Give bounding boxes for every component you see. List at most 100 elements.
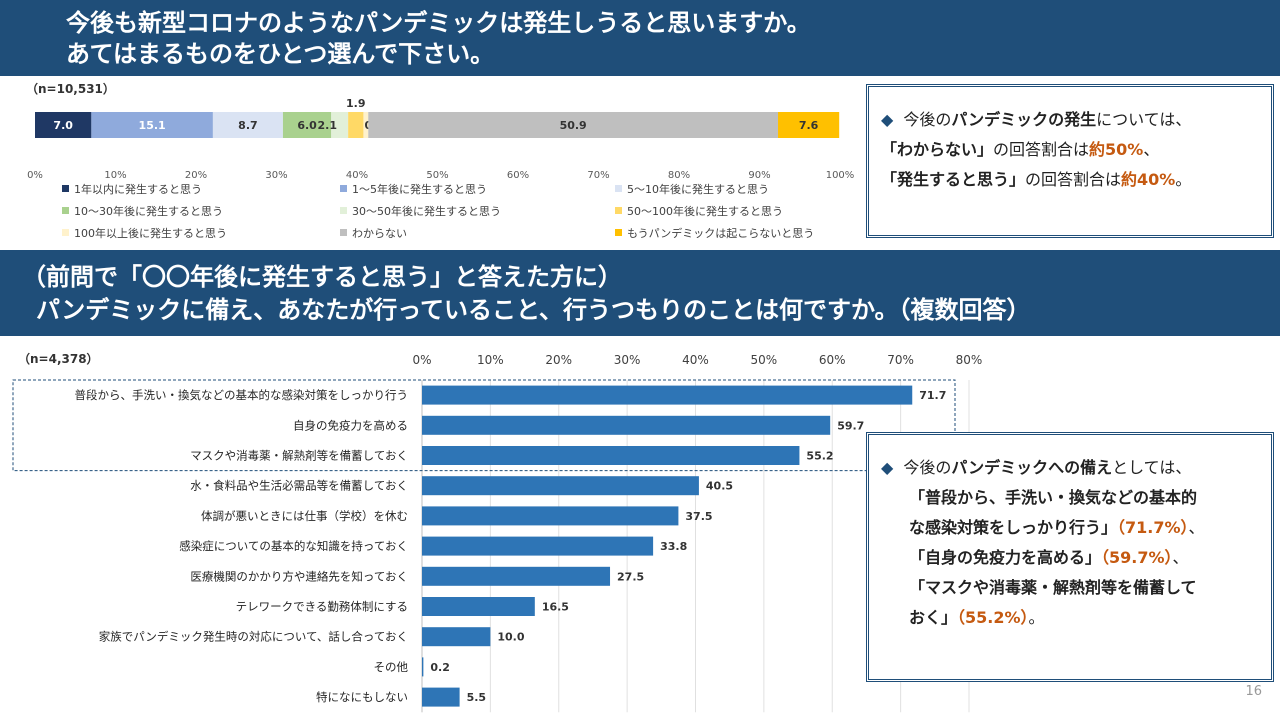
legend-swatch: [62, 207, 69, 214]
summary-callout-2: ◆ 今後のパンデミックへの備えとしては、 「普段から、手洗い・換気などの基本的 な…: [866, 432, 1274, 682]
bar: [422, 536, 654, 556]
bar: [422, 566, 611, 586]
legend-label: わからない: [352, 227, 407, 240]
stacked-segment: [331, 112, 349, 138]
horizontal-bar-chart: 0% 10% 20% 30% 40% 50% 60% 70% 80% 71.7 普段から、手洗い・換…: [12, 353, 983, 713]
category-label: テレワークできる勤務体制にする: [236, 600, 408, 614]
sample-size-2: （n=4,378）: [18, 352, 99, 366]
bar: [422, 476, 699, 496]
x-tick-label: 40%: [346, 170, 368, 181]
x-tick-label: 90%: [748, 170, 770, 181]
question-banner-2: （前問で「〇〇年後に発生すると思う」と答えた方に） パンデミックに備え、あなたが…: [0, 250, 1280, 336]
x-tick-label: 50%: [751, 353, 778, 367]
category-label: 家族でパンデミック発生時の対応について、話し合っておく: [99, 630, 408, 644]
legend-swatch: [615, 229, 622, 236]
stacked-segment: [368, 112, 779, 138]
category-label: 水・食料品や生活必需品等を備蓄しておく: [190, 479, 408, 493]
x-tick-label: 70%: [587, 170, 609, 181]
bar: [422, 597, 535, 616]
stacked-segment: [35, 112, 92, 138]
segment-value-label: 2.1: [317, 119, 337, 132]
summary-callout-1: ◆ 今後のパンデミックの発生については、 「わからない」の回答割合は約50%、 「…: [866, 84, 1274, 238]
bar-value-label: 16.5: [542, 601, 569, 614]
segment-value-label: 50.9: [560, 119, 587, 132]
bar: [422, 687, 460, 707]
x-tick-label: 20%: [185, 170, 207, 181]
x-tick-label: 30%: [614, 353, 641, 367]
x-tick-label: 60%: [507, 170, 529, 181]
category-label: 普段から、手洗い・換気などの基本的な感染対策をしっかり行う: [75, 388, 409, 402]
segment-value-label: 15.1: [139, 119, 166, 132]
stacked-segment: [91, 112, 213, 138]
segment-value-label: 8.7: [238, 119, 258, 132]
bar-value-label: 10.0: [497, 631, 524, 644]
question-2-line-2: パンデミックに備え、あなたが行っていること、行うつもりのことは何ですか。（複数回…: [36, 296, 1031, 324]
highlight-box: [12, 379, 956, 472]
x-tick-label: 0%: [27, 170, 43, 181]
stacked-segment: [348, 112, 364, 138]
question-1-line-2: あてはまるものをひとつ選んで下さい。: [66, 40, 495, 68]
stacked-segment: [212, 112, 283, 138]
bar-value-label: 0.2: [430, 661, 450, 674]
legend-label: 1年以内に発生すると思う: [74, 182, 202, 196]
bar: [422, 446, 800, 465]
legend-label: 50～100年後に発生すると思う: [627, 204, 783, 218]
legend-swatch: [62, 185, 69, 192]
bar-value-label: 59.7: [837, 419, 864, 432]
legend-swatch: [340, 229, 347, 236]
x-tick-label: 40%: [682, 353, 709, 367]
bar: [422, 627, 491, 647]
category-label: 自身の免疫力を高める: [293, 418, 408, 432]
bar: [422, 415, 831, 435]
stacked-segment: [778, 112, 840, 138]
x-tick-label: 0%: [412, 353, 431, 367]
category-label: 医療機関のかかり方や連絡先を知っておく: [190, 569, 408, 583]
bar: [422, 506, 679, 526]
diamond-bullet-icon: ◆: [881, 458, 894, 477]
x-tick-label: 50%: [426, 170, 448, 181]
legend-swatch: [615, 185, 622, 192]
category-label: 特になにもしない: [316, 690, 408, 704]
stacked-segment: [282, 112, 332, 138]
question-banner-1: 今後も新型コロナのようなパンデミックは発生しうると思いますか。 あてはまるものを…: [0, 0, 1280, 76]
diamond-bullet-icon: ◆: [881, 110, 894, 129]
bar-value-label: 40.5: [706, 480, 733, 493]
x-tick-label: 80%: [668, 170, 690, 181]
bar: [422, 385, 913, 405]
sample-size-1: （n=10,531）: [26, 82, 115, 96]
question-2-line-1: （前問で「〇〇年後に発生すると思う」と答えた方に）: [22, 263, 622, 291]
segment-value-label: 7.6: [799, 119, 819, 132]
legend-label: 5～10年後に発生すると思う: [627, 182, 769, 196]
x-tick-label: 30%: [265, 170, 287, 181]
legend-label: 100年以上後に発生すると思う: [74, 226, 227, 240]
bar: [422, 657, 424, 677]
legend-label: 30～50年後に発生すると思う: [352, 204, 501, 218]
x-tick-label: 70%: [887, 353, 914, 367]
bar-value-label: 5.5: [467, 691, 487, 704]
legend-swatch: [340, 207, 347, 214]
x-tick-label: 10%: [104, 170, 126, 181]
stacked-bar-chart: 7.015.18.76.02.11.90.650.97.60%10%20%30%…: [27, 97, 855, 240]
category-label: マスクや消毒薬・解熱剤等を備蓄しておく: [190, 449, 408, 463]
x-tick-label: 100%: [826, 170, 855, 181]
stacked-segment: [363, 112, 369, 138]
segment-value-label: 6.0: [297, 119, 317, 132]
x-tick-label: 80%: [956, 353, 983, 367]
x-tick-label: 20%: [545, 353, 572, 367]
bar-value-label: 27.5: [617, 570, 644, 583]
x-tick-label: 10%: [477, 353, 504, 367]
question-1-line-1: 今後も新型コロナのようなパンデミックは発生しうると思いますか。: [66, 9, 811, 37]
category-label: 感染症についての基本的な知識を持っておく: [179, 539, 408, 553]
bar-value-label: 37.5: [685, 510, 712, 523]
legend-swatch: [615, 207, 622, 214]
x-tick-label: 60%: [819, 353, 846, 367]
category-label: 体調が悪いときには仕事（学校）を休む: [201, 509, 408, 523]
page-number: 16: [1245, 684, 1262, 699]
bar-value-label: 33.8: [660, 540, 687, 553]
bar-value-label: 55.2: [806, 450, 833, 463]
legend-swatch: [340, 185, 347, 192]
category-label: その他: [374, 660, 409, 674]
segment-value-label: 7.0: [53, 119, 73, 132]
bar-value-label: 71.7: [919, 389, 946, 402]
segment-value-label: 1.9: [346, 97, 366, 110]
